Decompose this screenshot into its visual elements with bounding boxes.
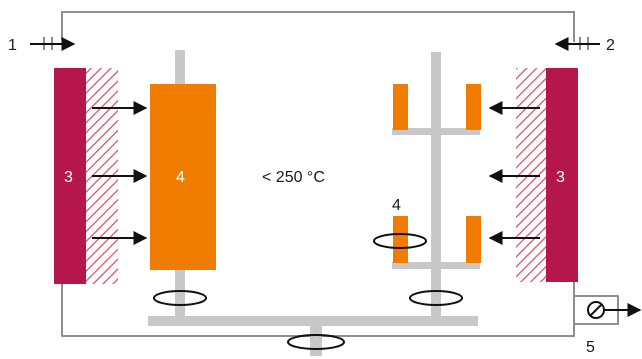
rotation-indicators [153, 233, 463, 350]
carrier-arm-top [392, 128, 480, 135]
substrate-right-upper-b [466, 84, 481, 130]
label-heater-right: 3 [556, 169, 565, 186]
label-pump: 5 [586, 339, 595, 356]
label-inlet-right: 2 [606, 37, 615, 54]
rotation-indicator [287, 334, 345, 350]
vacuum-pump-outlet [573, 295, 642, 325]
carrier-arm-bottom [392, 262, 480, 269]
label-substrate-right: 4 [392, 197, 401, 214]
substrate-right-lower-a [393, 216, 408, 263]
base-plate [148, 316, 478, 326]
label-heater-left: 3 [64, 169, 73, 186]
substrate-right-upper-a [393, 84, 408, 130]
rotation-indicator [153, 290, 207, 306]
heater-right [546, 68, 578, 282]
substrate-right-lower-b [466, 216, 481, 263]
shaft-bottom [310, 320, 322, 356]
heat-arrows [92, 101, 540, 245]
label-inlet-left: 1 [8, 37, 17, 54]
rotation-indicator [373, 233, 427, 249]
substrate-left [150, 84, 216, 270]
gas-inlet-right [554, 37, 600, 51]
shaft-right [431, 52, 441, 318]
label-substrate-left: 4 [176, 169, 185, 186]
temperature-label: < 250 °C [262, 169, 325, 186]
gas-inlet-left [30, 37, 76, 51]
heater-left [54, 68, 86, 284]
rotation-indicator [409, 290, 463, 306]
